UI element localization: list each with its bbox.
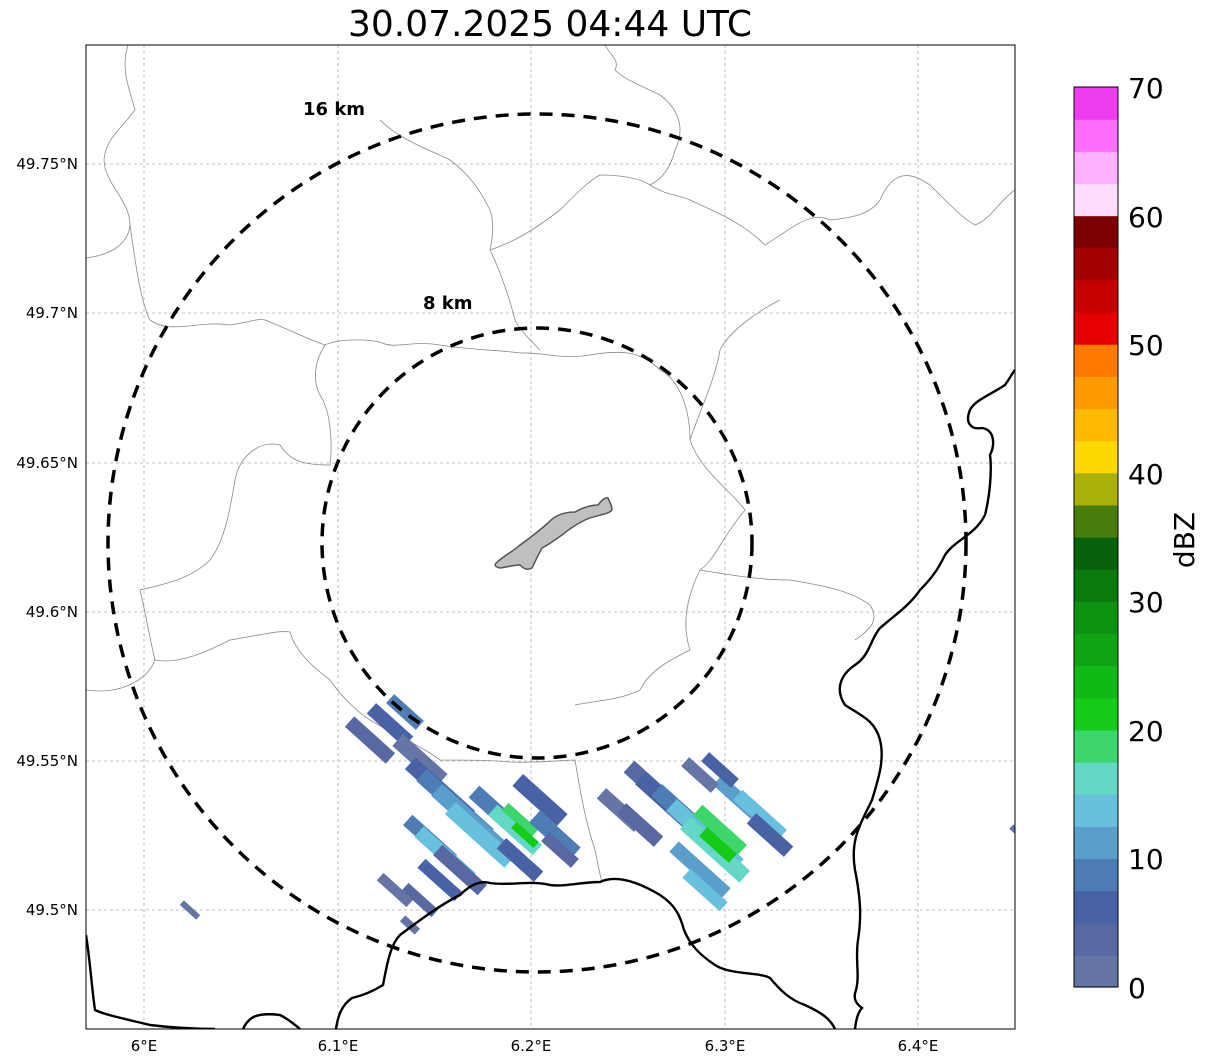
echo-cell	[746, 813, 794, 857]
colorbar-segment	[1074, 729, 1118, 763]
colorbar-segment	[1074, 922, 1118, 956]
colorbar-segment	[1074, 601, 1118, 635]
echo-cell	[401, 882, 439, 918]
colorbar-tick: 30	[1128, 586, 1164, 619]
colorbar-segment	[1074, 826, 1118, 860]
colorbar-segment	[1074, 697, 1118, 731]
precipitation-echoes	[179, 694, 1015, 935]
colorbar-segment	[1074, 408, 1118, 442]
colorbar	[1074, 87, 1118, 988]
colorbar-segment	[1074, 633, 1118, 667]
colorbar-segment	[1074, 472, 1118, 506]
range-ring-8km	[320, 326, 754, 760]
lon-tick: 6.4°E	[898, 1037, 939, 1055]
colorbar-segment	[1074, 279, 1118, 313]
map-title: 30.07.2025 04:44 UTC	[347, 4, 753, 45]
range-ring-16km	[106, 112, 968, 974]
lat-tick: 49.75°N	[16, 155, 78, 173]
colorbar-segment	[1074, 537, 1118, 570]
colorbar-tick: 60	[1128, 201, 1164, 234]
lat-tick: 49.55°N	[16, 752, 78, 770]
echo-cell	[344, 716, 396, 764]
range-ring-label-8km: 8 km	[423, 293, 473, 314]
colorbar-segment	[1074, 151, 1118, 185]
colorbar-segment	[1074, 794, 1118, 827]
map-frame	[85, 44, 1016, 1030]
colorbar-ticks: 70 60 50 40 30 20 10 0	[1128, 72, 1164, 1005]
colorbar-segment	[1074, 858, 1118, 892]
echo-cell	[444, 802, 516, 868]
lat-tick: 49.7°N	[26, 304, 78, 322]
colorbar-segment	[1074, 504, 1118, 538]
echo-cell	[669, 841, 731, 899]
colorbar-tick: 20	[1128, 715, 1164, 748]
lon-tick: 6.1°E	[318, 1037, 359, 1055]
canton-boundaries	[86, 45, 1015, 883]
colorbar-tick: 40	[1128, 458, 1164, 491]
colorbar-segment	[1074, 119, 1118, 152]
colorbar-segment	[1074, 344, 1118, 377]
lon-tick: 6.3°E	[705, 1037, 746, 1055]
echo-cell	[512, 773, 568, 827]
colorbar-segment	[1074, 762, 1118, 795]
colorbar-segment	[1074, 440, 1118, 474]
lat-tick: 49.6°N	[26, 603, 78, 621]
echo-cell	[701, 752, 739, 788]
echo-cell	[399, 915, 421, 935]
colorbar-segment	[1074, 376, 1118, 410]
lat-tick: 49.65°N	[16, 454, 78, 472]
echo-cell	[511, 821, 539, 849]
lon-tick: 6.2°E	[511, 1037, 552, 1055]
colorbar-segment	[1074, 215, 1118, 249]
colorbar-frame	[1073, 86, 1119, 988]
echo-cell	[681, 757, 719, 793]
country-borders	[86, 369, 1015, 1029]
echo-cell	[733, 789, 787, 841]
colorbar-tick: 10	[1128, 843, 1164, 876]
colorbar-segment	[1074, 665, 1118, 699]
echo-cell	[392, 733, 448, 787]
echo-cell	[616, 803, 664, 847]
colorbar-label: dBZ	[1168, 512, 1201, 568]
lon-tick-labels: 6°E 6.1°E 6.2°E 6.3°E 6.4°E	[131, 1037, 939, 1055]
colorbar-segment	[1074, 569, 1118, 602]
lon-tick: 6°E	[131, 1037, 158, 1055]
echo-cell	[682, 868, 728, 912]
echo-cell	[693, 804, 747, 856]
range-rings: 16 km 8 km	[106, 99, 968, 974]
colorbar-tick: 50	[1128, 329, 1164, 362]
echo-cell	[496, 838, 544, 882]
city-area	[494, 497, 613, 570]
colorbar-segment	[1074, 954, 1118, 988]
echo-cell	[433, 844, 487, 896]
echo-cell	[179, 900, 201, 920]
lat-tick-labels: 49.75°N 49.7°N 49.65°N 49.6°N 49.55°N 49…	[16, 155, 78, 919]
echo-cell	[541, 832, 579, 868]
echo-cell	[417, 858, 463, 902]
echo-cell	[699, 827, 737, 863]
colorbar-segment	[1074, 890, 1118, 924]
echo-cell	[376, 872, 414, 908]
echo-cell	[1009, 824, 1015, 836]
colorbar-segment	[1074, 247, 1118, 281]
echo-cell	[529, 810, 581, 860]
colorbar-segment	[1074, 87, 1118, 120]
echo-cell	[501, 802, 539, 838]
colorbar-segment	[1074, 312, 1118, 345]
colorbar-tick: 70	[1128, 72, 1164, 105]
colorbar-tick: 0	[1128, 972, 1146, 1005]
colorbar-segment	[1074, 183, 1118, 217]
lat-tick: 49.5°N	[26, 901, 78, 919]
range-ring-label-16km: 16 km	[303, 99, 365, 120]
